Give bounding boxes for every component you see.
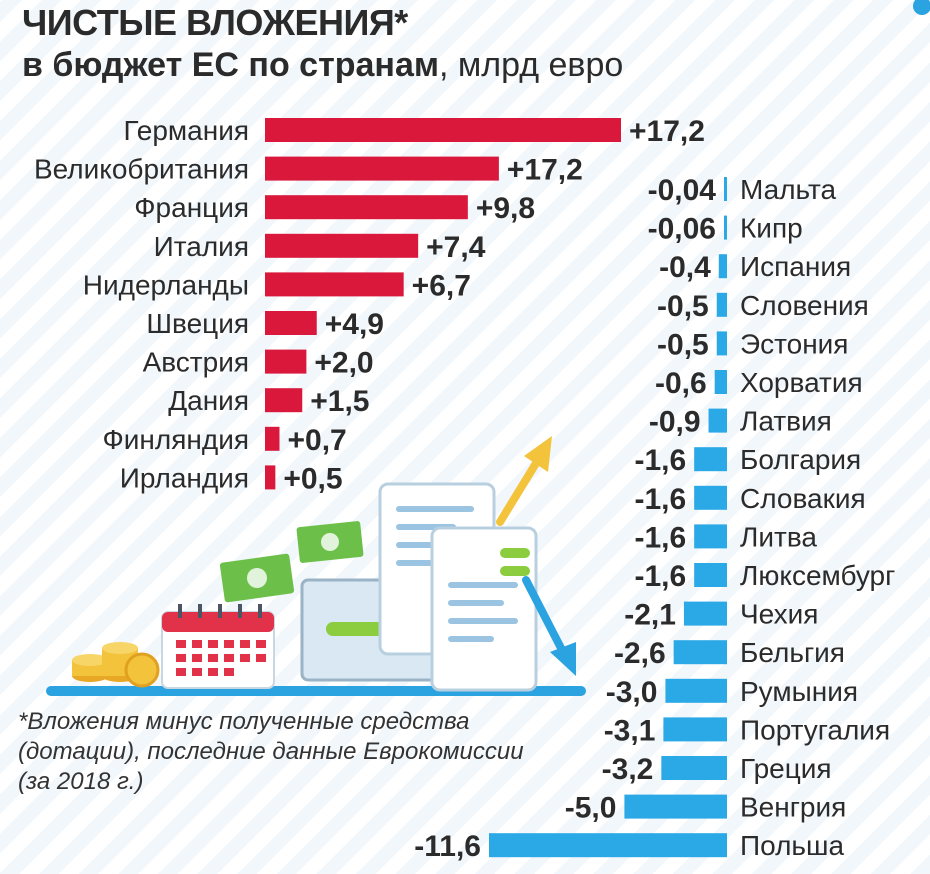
value-label: -2,6 [614, 637, 666, 670]
country-label: Бельгия [740, 637, 845, 668]
value-label: +1,5 [310, 385, 369, 418]
country-label: Ирландия [120, 462, 249, 493]
negative-bar [673, 640, 727, 665]
value-label: -0,4 [659, 251, 711, 284]
country-label: Дания [168, 385, 249, 416]
country-label: Финляндия [103, 424, 250, 455]
positive-bar [265, 311, 317, 335]
value-label: -0,6 [655, 367, 707, 400]
value-label: +4,9 [325, 308, 384, 341]
value-label: -2,1 [624, 599, 676, 632]
coins-icon [72, 642, 160, 688]
country-label: Словения [740, 290, 869, 321]
value-label: -1,6 [634, 521, 686, 554]
value-label: -0,06 [648, 213, 716, 246]
value-label: +2,0 [314, 347, 373, 380]
positive-bar [265, 272, 404, 297]
country-label: Италия [154, 231, 249, 262]
country-label: Польша [740, 830, 844, 861]
value-label: -1,6 [634, 483, 686, 516]
country-label: Люксембург [740, 560, 895, 591]
value-label: -11,6 [414, 830, 481, 863]
negative-bar [624, 794, 727, 819]
country-label: Франция [134, 192, 249, 223]
arrow-down-icon [522, 576, 576, 676]
negative-bar [718, 254, 727, 279]
chart-subtitle: в бюджет ЕС по странам, млрд евро [22, 46, 623, 85]
country-label: Мальта [740, 174, 836, 205]
value-label: -0,04 [648, 174, 717, 207]
positive-bar [265, 465, 276, 490]
country-label: Болгария [740, 444, 861, 475]
country-label: Швеция [146, 308, 249, 339]
unit-text: , млрд евро [439, 46, 624, 84]
country-label: Германия [123, 115, 249, 146]
country-label: Чехия [740, 599, 818, 630]
negative-bar [716, 292, 727, 317]
value-label: -5,0 [565, 792, 617, 825]
country-label: Португалия [740, 714, 890, 745]
banknote-icon [219, 521, 364, 603]
value-label: +9,8 [476, 192, 535, 225]
negative-bar [663, 717, 727, 742]
value-label: +0,7 [287, 424, 346, 457]
positive-bar [265, 195, 468, 220]
value-label: -1,6 [634, 444, 686, 477]
document-icon [378, 482, 538, 692]
value-label: -3,1 [604, 714, 656, 747]
negative-bar [716, 331, 727, 356]
value-label: -0,5 [657, 290, 709, 323]
country-label: Хорватия [740, 367, 863, 398]
value-label: -3,0 [606, 676, 658, 709]
country-label: Эстония [740, 328, 848, 359]
negative-bar [724, 215, 727, 240]
country-label: Румыния [740, 676, 858, 707]
value-label: +7,4 [426, 231, 486, 264]
chart-title: ЧИСТЫЕ ВЛОЖЕНИЯ* [22, 2, 408, 43]
country-label: Словакия [740, 483, 866, 514]
value-label: +17,2 [629, 115, 705, 148]
negative-bar [694, 524, 727, 549]
negative-bar [694, 485, 727, 510]
negative-bar [714, 370, 727, 394]
country-label: Греция [740, 753, 832, 784]
country-label: Латвия [740, 406, 832, 437]
negative-bar [694, 563, 727, 587]
corner-badge-icon [913, 0, 930, 15]
country-label: Литва [740, 521, 817, 552]
negative-bar [661, 756, 727, 780]
positive-bar [265, 118, 621, 142]
footnote: *Вложения минус полученные средства (дот… [18, 708, 524, 795]
positive-bar [265, 349, 307, 374]
negative-bar [665, 678, 727, 703]
country-label: Кипр [740, 213, 803, 244]
calendar-icon [161, 604, 275, 689]
subtitle-text: в бюджет ЕС по странам [22, 46, 439, 84]
value-label: +6,7 [412, 269, 471, 302]
positive-bar [265, 233, 419, 258]
negative-bar [708, 408, 727, 433]
positive-bar [265, 388, 303, 413]
country-label: Великобритания [34, 154, 249, 185]
country-label: Нидерланды [83, 269, 249, 300]
positive-bar [265, 426, 280, 451]
negative-bar [724, 177, 727, 201]
country-label: Испания [740, 251, 851, 282]
country-label: Венгрия [740, 792, 846, 823]
negative-bar [694, 447, 727, 472]
negative-bar [683, 601, 727, 626]
value-label: -0,5 [657, 328, 709, 361]
country-label: Австрия [143, 347, 249, 378]
value-label: -1,6 [634, 560, 686, 593]
value-label: -3,2 [602, 753, 654, 786]
arrow-up-icon [496, 436, 552, 526]
value-label: -0,9 [649, 406, 701, 439]
value-label: +17,2 [507, 154, 583, 187]
negative-bar [489, 833, 727, 858]
positive-bar [265, 156, 499, 181]
value-label: +0,5 [283, 462, 342, 495]
